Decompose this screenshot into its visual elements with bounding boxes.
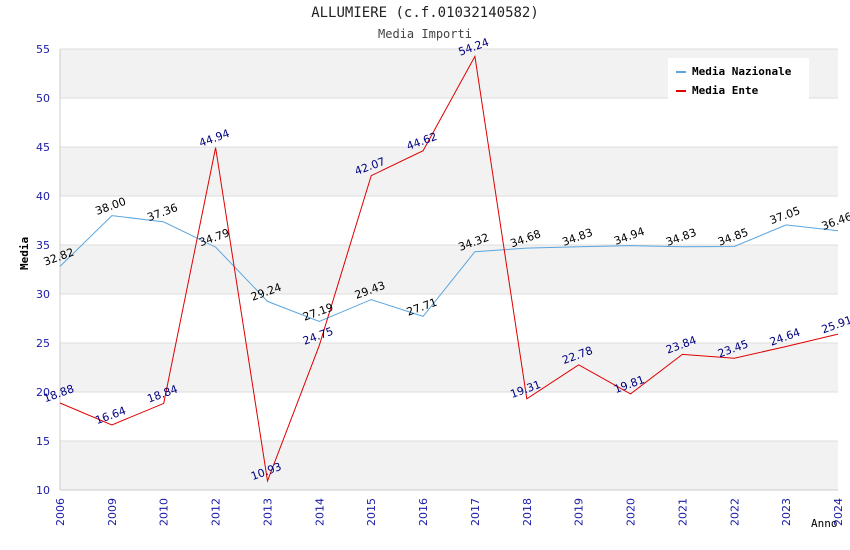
grid-band [60, 343, 838, 392]
y-tick-label: 55 [36, 43, 50, 56]
x-tick-label: 2018 [521, 498, 534, 526]
x-axis-ticks: 2006 2009 2010 2012 2013 2014 2015 2016 2017 2018… [54, 498, 845, 526]
series-lines [59, 54, 839, 483]
y-tick-label: 35 [36, 239, 50, 252]
y-tick-label: 45 [36, 141, 50, 154]
axes [59, 49, 838, 491]
data-label: 37.05 [768, 204, 802, 227]
grid-bands [60, 49, 838, 490]
x-axis-label: Anno [811, 517, 838, 530]
x-tick-label: 2020 [625, 498, 638, 526]
chart-subtitle: Media Importi [378, 27, 472, 41]
y-tick-label: 40 [36, 190, 50, 203]
x-tick-label: 2012 [210, 498, 223, 526]
data-label: 27.71 [405, 296, 439, 319]
x-tick-label: 2017 [469, 498, 482, 526]
legend-swatch-nazionale [676, 71, 686, 73]
data-label: 34.94 [612, 225, 646, 248]
chart-title: ALLUMIERE (c.f.01032140582) [311, 5, 539, 21]
data-label: 44.94 [197, 127, 231, 150]
x-tick-label: 2009 [106, 498, 119, 526]
y-tick-label: 25 [36, 337, 50, 350]
legend: Media Nazionale Media Ente [668, 58, 809, 102]
legend-item-media-ente[interactable]: Media Ente [676, 84, 758, 97]
y-tick-label: 20 [36, 386, 50, 399]
legend-item-media-nazionale[interactable]: Media Nazionale [676, 65, 791, 78]
y-tick-label: 30 [36, 288, 50, 301]
x-tick-label: 2015 [365, 498, 378, 526]
data-label: 27.19 [301, 301, 335, 324]
data-label: 16.64 [94, 404, 128, 427]
y-tick-label: 10 [36, 484, 50, 497]
data-label: 36.46 [820, 210, 850, 233]
grid-band [60, 441, 838, 490]
grid-band [60, 147, 838, 196]
legend-label-ente: Media Ente [692, 84, 759, 97]
legend-swatch-ente [676, 90, 686, 92]
y-axis-label: Media [18, 236, 31, 270]
series-line-media-nazionale [59, 215, 839, 323]
x-tick-label: 2024 [832, 498, 845, 526]
x-tick-label: 2023 [780, 498, 793, 526]
x-tick-label: 2016 [417, 498, 430, 526]
grid-band [60, 245, 838, 294]
data-label: 37.36 [146, 201, 180, 224]
series-line-media-ente [59, 54, 839, 483]
x-tick-label: 2014 [313, 498, 326, 526]
x-tick-label: 2022 [728, 498, 741, 526]
grid-lines [60, 48, 838, 491]
x-tick-label: 2019 [573, 498, 586, 526]
data-label: 25.91 [820, 313, 850, 336]
legend-label-nazionale: Media Nazionale [692, 65, 792, 78]
x-tick-label: 2006 [54, 498, 67, 526]
x-tick-label: 2013 [261, 498, 274, 526]
x-tick-label: 2010 [158, 498, 171, 526]
y-tick-label: 15 [36, 435, 50, 448]
y-tick-label: 50 [36, 92, 50, 105]
data-label: 38.00 [94, 195, 128, 218]
y-axis-ticks: 10 15 20 25 30 35 40 45 50 55 [36, 43, 50, 497]
x-tick-label: 2021 [676, 498, 689, 526]
